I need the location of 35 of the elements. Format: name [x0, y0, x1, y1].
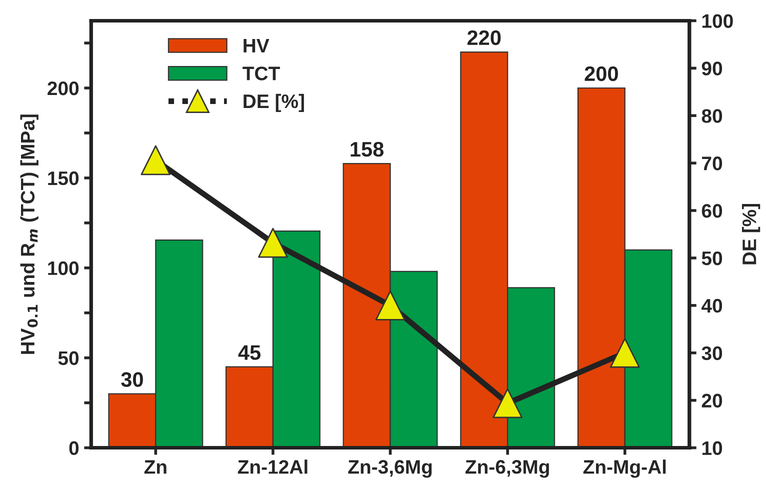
y2-tick-label: 30 [702, 346, 722, 360]
y2-tick-label: 100 [702, 14, 733, 28]
y-tick-label: 0 [69, 441, 79, 456]
x-tick-label: Zn-12Al [238, 460, 308, 474]
x-tick-label: Zn-3,6Mg [348, 460, 432, 478]
y2-axis-title: DE [%] [742, 204, 760, 264]
legend-label: DE [%] [244, 94, 304, 112]
y2-tick-label: 40 [702, 298, 722, 313]
y-axis-title: HV$_{0.1}$ und R$_{m}$ (TCT) [MPa] [20, 114, 38, 354]
point [375, 290, 406, 320]
data-label: 158 [350, 142, 384, 157]
x-tick-label: Zn [144, 460, 166, 474]
y2-tick-label: 80 [702, 109, 722, 123]
legend-label: TCT [242, 66, 280, 80]
data-label: 200 [584, 66, 618, 82]
y2-tick-label: 10 [702, 441, 722, 456]
y2-tick-label: 60 [702, 204, 722, 218]
y-tick-label: 50 [58, 351, 79, 366]
legend-label: HV [244, 38, 270, 52]
data-label: 30 [121, 372, 143, 387]
data-label: 220 [467, 30, 501, 46]
y2-tick-label: 70 [702, 156, 722, 170]
point [140, 145, 171, 176]
y-tick-label: 100 [48, 261, 79, 276]
y2-tick-label: 20 [702, 394, 722, 408]
y2-tick-label: 90 [702, 62, 722, 76]
y-tick-label: 150 [48, 171, 79, 186]
data-label: 45 [238, 345, 261, 360]
x-tick-label: Zn-Mg-Al [583, 460, 666, 478]
point [258, 228, 288, 258]
point [610, 338, 640, 368]
point [492, 388, 523, 418]
y2-tick-label: 50 [702, 251, 722, 266]
x-tick-label: Zn-6,3Mg [465, 460, 549, 478]
y-tick-label: 200 [48, 81, 79, 96]
